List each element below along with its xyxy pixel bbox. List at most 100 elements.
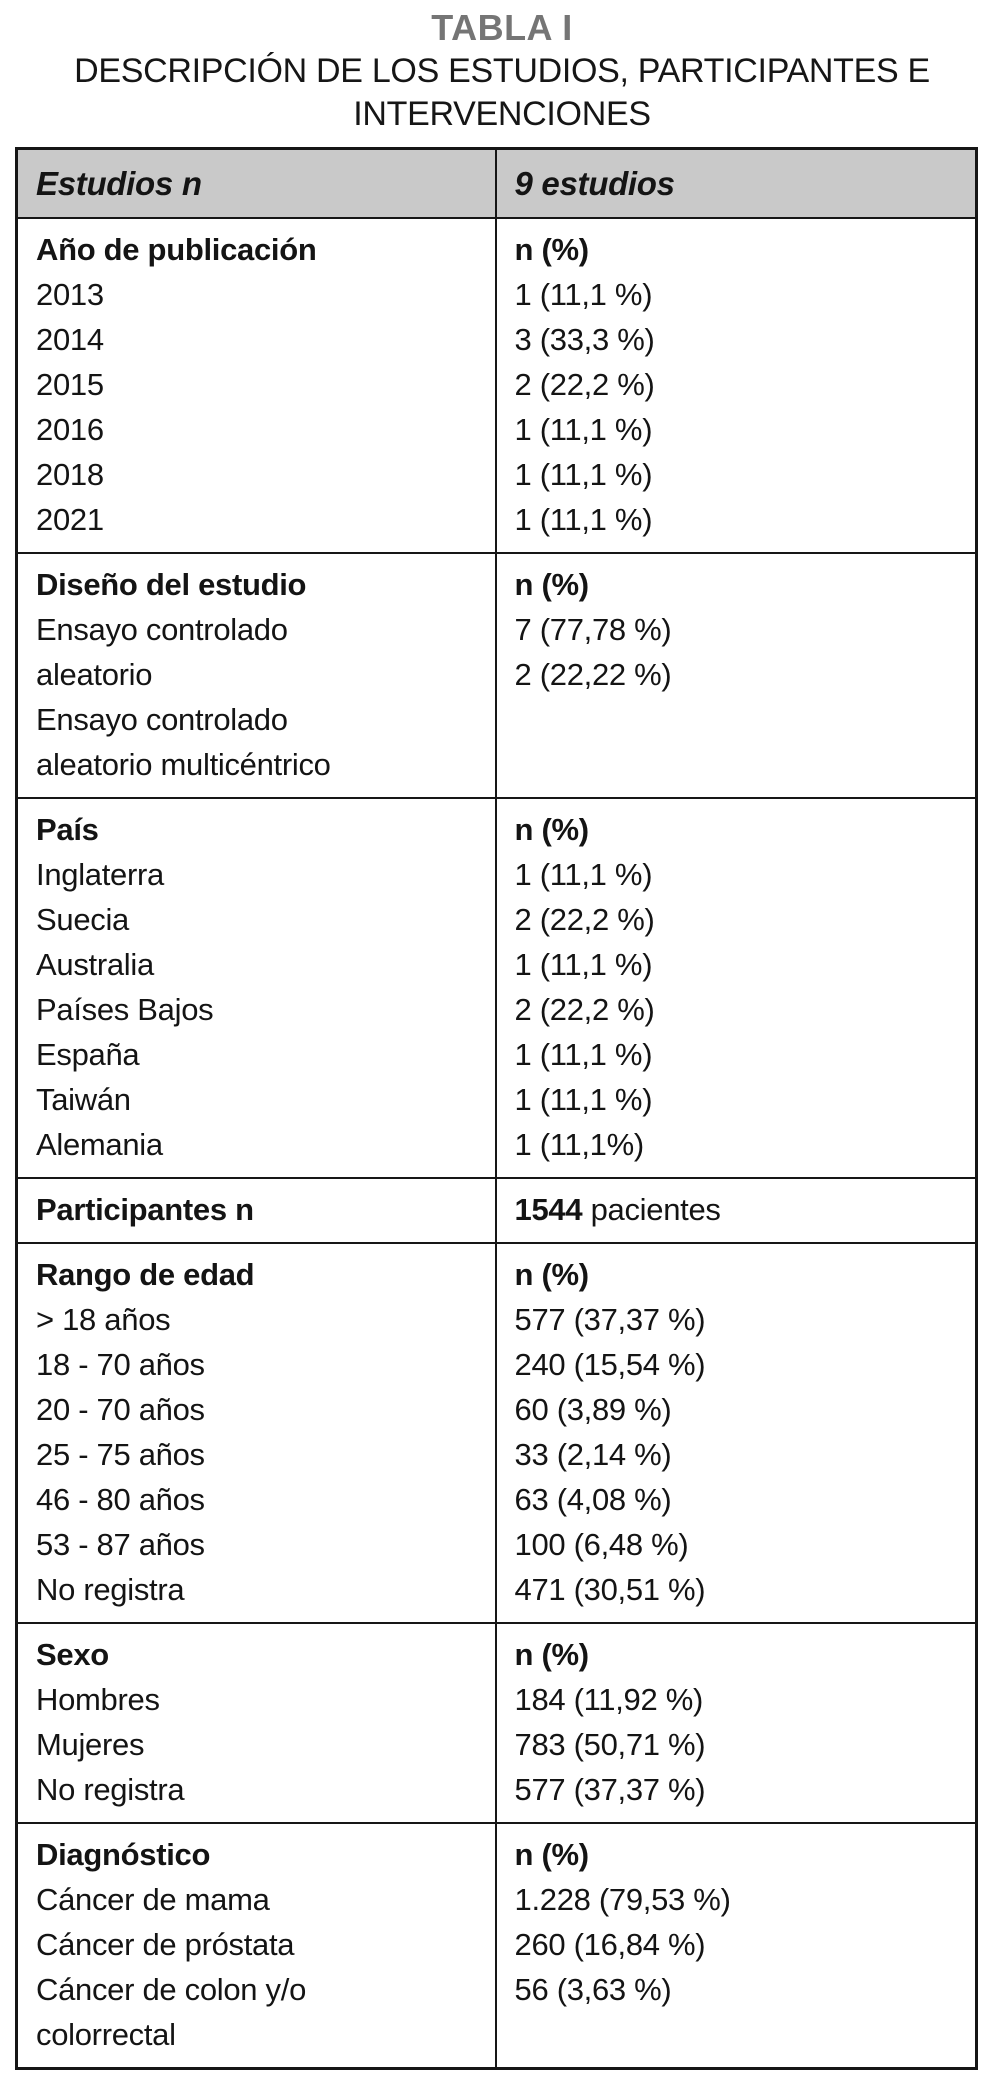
- text-segment: País: [36, 812, 99, 847]
- label-line: Ensayo controlado: [36, 697, 477, 742]
- text-segment: Diseño del estudio: [36, 567, 307, 602]
- value-line: 33 (2,14 %): [515, 1432, 958, 1477]
- table-caption: TABLA I DESCRIPCIÓN DE LOS ESTUDIOS, PAR…: [0, 0, 1004, 136]
- label-line: Rango de edad: [36, 1252, 477, 1297]
- table-section-age-range: Rango de edad > 18 años 18 - 70 años 20 - 7…: [18, 1242, 975, 1622]
- value-line: n (%): [515, 1252, 958, 1297]
- header-cell-studies: Estudios n: [18, 150, 497, 217]
- text-segment: 3 (33,3 %): [514, 322, 655, 357]
- label-line: Mujeres: [36, 1722, 477, 1767]
- label-line: Diseño del estudio: [36, 562, 477, 607]
- label-line: Inglaterra: [36, 852, 477, 897]
- label-line: 53 - 87 años: [36, 1522, 477, 1567]
- value-line: 577 (37,37 %): [515, 1297, 958, 1342]
- label-line: Taiwán: [36, 1077, 477, 1122]
- text-segment: 1 (11,1 %): [514, 277, 653, 312]
- table-body: Año de publicación 2013 2014 2015 2016 2018 20…: [18, 217, 975, 2067]
- value-line: 63 (4,08 %): [515, 1477, 958, 1522]
- table-caption-number: TABLA I: [431, 7, 573, 48]
- text-segment: 60 (3,89 %): [514, 1392, 672, 1427]
- text-segment: 1 (11,1 %): [514, 947, 653, 982]
- label-line: aleatorio: [36, 652, 477, 697]
- label-line: Ensayo controlado: [36, 607, 477, 652]
- value-line: 184 (11,92 %): [515, 1677, 958, 1722]
- label-line: Año de publicación: [36, 227, 477, 272]
- text-segment: n (%): [514, 1257, 590, 1292]
- text-segment: Hombres: [36, 1682, 160, 1717]
- text-segment: 2 (22,2 %): [514, 367, 655, 402]
- value-line: n (%): [515, 1632, 958, 1677]
- value-line: n (%): [515, 807, 958, 852]
- text-segment: 2014: [36, 322, 104, 357]
- value-line: 1 (11,1 %): [515, 452, 958, 497]
- label-line: 2013: [36, 272, 477, 317]
- text-segment: 260 (16,84 %): [514, 1927, 706, 1962]
- value-line: 1 (11,1 %): [515, 1077, 958, 1122]
- label-line: Participantes n: [36, 1187, 477, 1232]
- text-segment: 53 - 87 años: [36, 1527, 205, 1562]
- value-line: 1544 pacientes: [515, 1187, 958, 1232]
- text-segment: 471 (30,51 %): [514, 1572, 706, 1607]
- label-line: 2015: [36, 362, 477, 407]
- text-segment: Taiwán: [36, 1082, 131, 1117]
- value-line: 2 (22,2 %): [515, 987, 958, 1032]
- text-segment: 1 (11,1 %): [514, 857, 653, 892]
- value-cell: n (%) 184 (11,92 %) 783 (50,71 %) 577 (37,3…: [497, 1624, 976, 1822]
- text-segment: colorrectal: [36, 2017, 176, 2052]
- label-cell: Diseño del estudio Ensayo controlado aleat…: [18, 554, 497, 797]
- value-line: n (%): [515, 1832, 958, 1877]
- table-section-diagnosis: Diagnóstico Cáncer de mama Cáncer de próst…: [18, 1822, 975, 2067]
- label-line: 2021: [36, 497, 477, 542]
- value-line: 1 (11,1 %): [515, 272, 958, 317]
- table-caption-text-line2: INTERVENCIONES: [353, 95, 651, 133]
- table-section-study-design: Diseño del estudio Ensayo controlado aleat…: [18, 552, 975, 797]
- text-segment: 577 (37,37 %): [514, 1302, 706, 1337]
- label-line: 2014: [36, 317, 477, 362]
- value-line: 260 (16,84 %): [515, 1922, 958, 1967]
- table-section-publication-year: Año de publicación 2013 2014 2015 2016 2018 20…: [18, 217, 975, 552]
- text-segment: Ensayo controlado: [36, 612, 288, 647]
- text-segment: Diagnóstico: [36, 1837, 211, 1872]
- text-segment: 184 (11,92 %): [514, 1682, 704, 1717]
- label-line: Países Bajos: [36, 987, 477, 1032]
- text-segment: 1 (11,1 %): [514, 412, 653, 447]
- value-cell: n (%) 577 (37,37 %) 240 (15,54 %) 60 (3,89 …: [497, 1244, 976, 1622]
- text-segment: Inglaterra: [36, 857, 164, 892]
- text-segment: n (%): [514, 1837, 590, 1872]
- text-segment: n (%): [514, 1637, 590, 1672]
- text-segment: 56 (3,63 %): [514, 1972, 672, 2007]
- text-segment: 63 (4,08 %): [514, 1482, 672, 1517]
- text-segment: 1 (11,1%): [514, 1127, 645, 1162]
- label-line: 46 - 80 años: [36, 1477, 477, 1522]
- text-segment: 2 (22,22 %): [514, 657, 672, 692]
- value-line: n (%): [515, 227, 958, 272]
- value-line: 577 (37,37 %): [515, 1767, 958, 1812]
- value-line: 2 (22,22 %): [515, 652, 958, 697]
- text-segment: 46 - 80 años: [36, 1482, 205, 1517]
- text-segment: Cáncer de próstata: [36, 1927, 295, 1962]
- study-table: Estudios n 9 estudios Año de publicación…: [15, 147, 978, 2070]
- text-segment: Participantes n: [36, 1192, 254, 1227]
- label-line: Cáncer de mama: [36, 1877, 477, 1922]
- text-segment: 240 (15,54 %): [514, 1347, 706, 1382]
- label-cell: Rango de edad > 18 años 18 - 70 años 20 - 7…: [18, 1244, 497, 1622]
- label-line: Cáncer de colon y/o: [36, 1967, 477, 2012]
- label-line: 18 - 70 años: [36, 1342, 477, 1387]
- text-segment: 2 (22,2 %): [514, 902, 655, 937]
- text-segment: n (%): [514, 567, 590, 602]
- text-segment: > 18 años: [36, 1302, 171, 1337]
- text-segment: Suecia: [36, 902, 129, 937]
- value-cell: 1544 pacientes: [497, 1179, 976, 1242]
- label-line: > 18 años: [36, 1297, 477, 1342]
- value-line: n (%): [515, 562, 958, 607]
- text-segment: 2 (22,2 %): [514, 992, 655, 1027]
- text-segment: Cáncer de colon y/o: [36, 1972, 307, 2007]
- value-line: 1 (11,1 %): [515, 1032, 958, 1077]
- value-line: 471 (30,51 %): [515, 1567, 958, 1612]
- text-segment: 783 (50,71 %): [514, 1727, 706, 1762]
- value-line: 1 (11,1 %): [515, 407, 958, 452]
- value-line: 1 (11,1 %): [515, 942, 958, 987]
- text-segment: 1 (11,1 %): [514, 1037, 653, 1072]
- header-cell-count: 9 estudios: [514, 165, 676, 202]
- text-segment: 1.228 (79,53 %): [514, 1882, 731, 1917]
